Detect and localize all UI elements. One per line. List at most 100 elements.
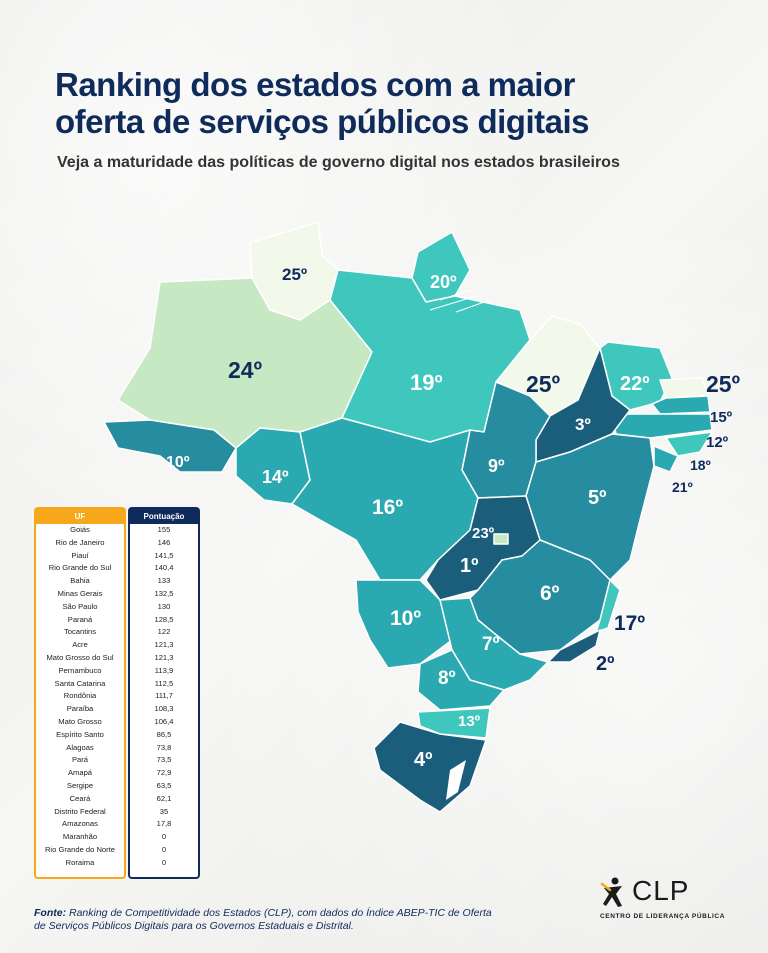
table-row-uf: Paraná [67, 614, 93, 624]
label-pb: 15º [710, 409, 733, 426]
table-row-uf: Santa Catarina [54, 678, 106, 688]
table-row-uf: Espírito Santo [56, 729, 104, 739]
footnote-label: Fonte: [34, 907, 67, 919]
label-df: 23º [472, 525, 495, 542]
label-ap: 20º [430, 272, 457, 292]
table-row-score: 108,3 [154, 704, 174, 714]
label-pa: 19º [410, 370, 443, 395]
page-title: Ranking dos estados com a maior oferta d… [55, 66, 675, 140]
state-df [493, 533, 509, 545]
table-row-score: 141,5 [154, 550, 174, 560]
table-row-score: 132,5 [154, 588, 174, 598]
table-uf-column: UF Goiás Rio de Janeiro Piauí Rio Grande do… [34, 507, 126, 879]
table-row-score: 121,3 [154, 652, 174, 662]
table-row-uf: Bahia [70, 576, 90, 586]
table-row-score: 0 [161, 857, 167, 867]
table-row-score: 0 [161, 832, 167, 842]
label-ce: 22º [620, 373, 650, 395]
table-row-uf: Tocantins [63, 627, 97, 637]
state-ro [235, 427, 311, 505]
table-row-uf: Mato Grosso [58, 716, 102, 726]
label-am: 24º [228, 357, 262, 383]
label-rs: 4º [414, 749, 432, 771]
lagoa-dos-patos [446, 760, 466, 800]
label-mt: 16º [372, 496, 403, 519]
state-se [653, 445, 679, 473]
state-al [665, 431, 713, 457]
logo-text: CLP [632, 875, 690, 906]
state-sc [417, 707, 491, 739]
label-sc: 13º [458, 713, 481, 730]
table-row-score: 155 [157, 525, 171, 534]
table-row-score: 146 [157, 537, 171, 547]
label-rn: 25º [706, 371, 740, 397]
label-pi: 3º [575, 415, 591, 434]
table-row-score: 112,5 [154, 678, 174, 688]
logo-subtext: CENTRO DE LIDERANÇA PÚBLICA [600, 913, 726, 920]
label-ma: 25º [526, 371, 560, 397]
label-es: 17º [614, 612, 645, 635]
table-score-column: Pontuação 155 146 141,5 140,4 133 132,5 130 128… [128, 507, 200, 879]
table-row-score: 63,5 [156, 780, 172, 790]
label-ro: 14º [262, 467, 289, 487]
table-row-score: 73,5 [156, 755, 172, 765]
table-row-uf: Acre [72, 640, 88, 650]
table-row-score: 35 [159, 806, 169, 816]
title-line-1: Ranking dos estados com a maior [55, 66, 575, 103]
label-rr: 25º [282, 265, 307, 284]
table-row-uf: Pará [71, 755, 89, 765]
table-row-uf: Rondônia [63, 691, 97, 701]
table-row-uf: Maranhão [62, 832, 98, 842]
table-row-score: 72,9 [156, 768, 172, 778]
page-subtitle: Veja a maturidade das políticas de gover… [57, 154, 620, 171]
table-row-score: 111,7 [155, 691, 173, 701]
label-se: 21º [672, 479, 693, 495]
table-row-uf: Ceará [69, 793, 91, 803]
table-row-uf: Distrito Federal [54, 806, 106, 816]
table-row-score: 133 [157, 576, 171, 586]
title-line-2: oferta de serviços públicos digitais [55, 103, 590, 140]
state-pr [417, 649, 505, 711]
table-row-uf: Alagoas [66, 742, 94, 752]
table-row-score: 73,8 [156, 742, 172, 752]
table-row-uf: Sergipe [66, 780, 94, 790]
table-uf-rows: Goiás Rio de Janeiro Piauí Rio Grande do Su… [36, 524, 124, 870]
state-es [595, 579, 621, 633]
table-row-score: 106,4 [154, 716, 174, 726]
table-row-uf: Amazonas [62, 819, 98, 829]
clp-figure-icon [600, 877, 622, 907]
table-row-score: 128,5 [154, 614, 174, 624]
table-row-uf: Pernambuco [58, 665, 102, 675]
table-row-uf: Mato Grosso do Sul [46, 652, 114, 662]
table-row-uf: Minas Gerais [57, 588, 103, 598]
table-row-score: 122 [157, 627, 171, 637]
footnote: Fonte: Ranking de Competitividade dos Es… [34, 907, 504, 933]
table-row-score: 0 [161, 844, 167, 854]
state-pb [651, 395, 711, 415]
table-row-score: 130 [157, 601, 171, 611]
table-row-score: 86,5 [156, 729, 172, 739]
table-row-uf: São Paulo [62, 601, 98, 611]
amazon-delta [429, 289, 491, 313]
table-row-uf: Rio de Janeiro [55, 537, 105, 547]
label-go: 1º [460, 555, 478, 577]
table-header-uf: UF [36, 509, 124, 524]
label-ms: 10º [390, 607, 421, 630]
label-pr: 8º [438, 668, 456, 689]
label-rj: 2º [596, 653, 614, 675]
table-row-uf: Rio Grande do Sul [48, 563, 112, 573]
table-row-score: 121,3 [154, 640, 174, 650]
table-row-uf: Paraíba [66, 704, 94, 714]
label-sp: 7º [482, 634, 500, 655]
table-row-score: 140,4 [154, 563, 174, 573]
table-row-uf: Rio Grande do Norte [44, 844, 116, 854]
table-row-score: 62,1 [156, 793, 172, 803]
label-ba: 5º [588, 487, 606, 509]
table-row-uf: Roraima [65, 857, 95, 867]
label-al: 18º [690, 457, 711, 473]
footnote-text: Ranking de Competitividade dos Estados (… [34, 907, 492, 932]
label-pe: 12º [706, 434, 729, 451]
clp-logo: CLP CENTRO DE LIDERANÇA PÚBLICA [600, 872, 730, 924]
label-to: 9º [488, 456, 505, 476]
